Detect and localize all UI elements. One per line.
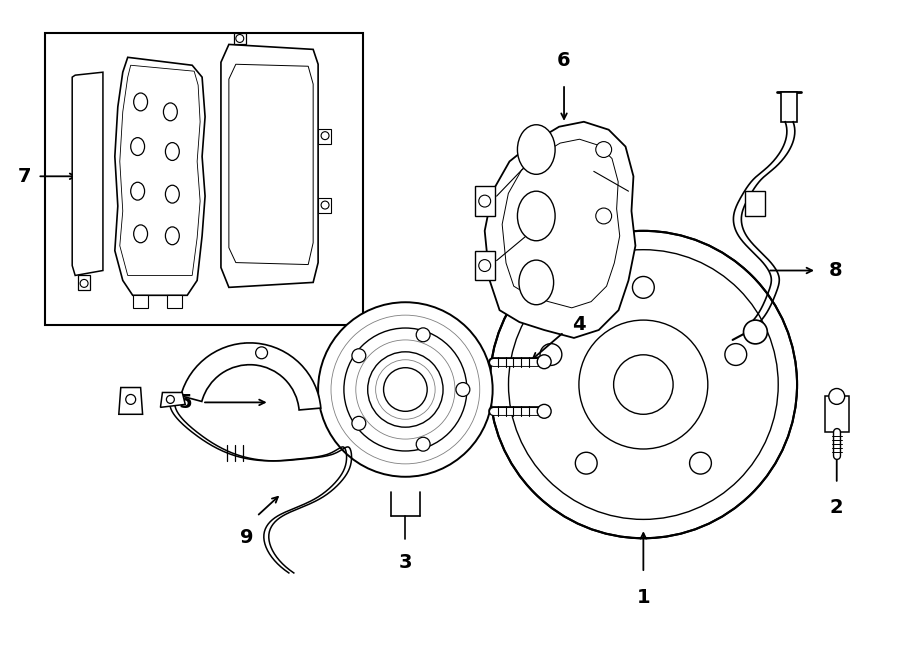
Circle shape: [537, 355, 551, 369]
Ellipse shape: [518, 124, 555, 174]
Bar: [45, 32, 363, 325]
Polygon shape: [824, 397, 849, 432]
Circle shape: [416, 328, 430, 342]
Circle shape: [829, 389, 845, 404]
Text: 4: 4: [572, 314, 586, 334]
Circle shape: [321, 132, 329, 140]
Circle shape: [166, 395, 175, 403]
Text: 5: 5: [178, 393, 193, 412]
Circle shape: [537, 404, 551, 418]
Circle shape: [479, 260, 490, 271]
Polygon shape: [115, 58, 205, 295]
Polygon shape: [234, 32, 246, 44]
Circle shape: [479, 195, 490, 207]
Ellipse shape: [164, 103, 177, 120]
Ellipse shape: [130, 182, 145, 200]
Polygon shape: [745, 191, 765, 216]
Polygon shape: [220, 44, 318, 287]
Circle shape: [596, 142, 612, 158]
Circle shape: [490, 231, 797, 538]
Ellipse shape: [130, 138, 145, 156]
Polygon shape: [167, 295, 183, 308]
Circle shape: [80, 279, 88, 287]
Wedge shape: [181, 343, 320, 410]
Text: 1: 1: [636, 588, 650, 607]
Circle shape: [352, 416, 365, 430]
Circle shape: [126, 395, 136, 404]
Polygon shape: [781, 92, 797, 122]
Ellipse shape: [134, 225, 148, 243]
Circle shape: [596, 208, 612, 224]
Polygon shape: [475, 251, 495, 281]
Circle shape: [416, 438, 430, 451]
Circle shape: [540, 344, 562, 365]
Text: 8: 8: [829, 261, 842, 280]
Text: 3: 3: [399, 553, 412, 572]
Circle shape: [383, 367, 427, 411]
Polygon shape: [78, 275, 90, 291]
Ellipse shape: [519, 260, 554, 305]
Circle shape: [236, 34, 244, 42]
Circle shape: [321, 201, 329, 209]
Circle shape: [724, 344, 747, 365]
Polygon shape: [485, 122, 635, 338]
Polygon shape: [132, 295, 148, 308]
Text: 7: 7: [18, 167, 32, 186]
Polygon shape: [160, 393, 185, 407]
Ellipse shape: [166, 227, 179, 245]
Ellipse shape: [134, 93, 148, 111]
Ellipse shape: [518, 191, 555, 241]
Text: 6: 6: [557, 51, 571, 70]
Circle shape: [633, 277, 654, 299]
Circle shape: [575, 452, 598, 474]
Polygon shape: [318, 198, 331, 213]
Polygon shape: [72, 72, 103, 275]
Circle shape: [352, 349, 365, 363]
Text: 9: 9: [240, 528, 254, 547]
Ellipse shape: [166, 185, 179, 203]
Circle shape: [256, 347, 267, 359]
Polygon shape: [318, 128, 331, 144]
Polygon shape: [119, 387, 142, 414]
Circle shape: [456, 383, 470, 397]
Circle shape: [318, 303, 492, 477]
Ellipse shape: [166, 142, 179, 160]
Circle shape: [743, 320, 768, 344]
Circle shape: [689, 452, 711, 474]
Polygon shape: [475, 186, 495, 216]
Text: 2: 2: [830, 498, 843, 516]
Circle shape: [614, 355, 673, 414]
